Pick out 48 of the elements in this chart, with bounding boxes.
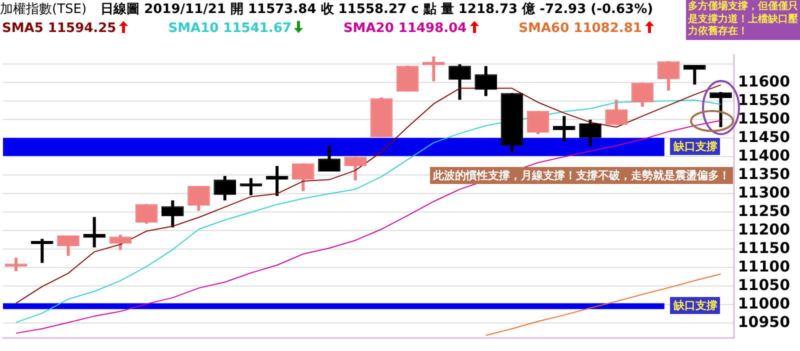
y-tick-label: 11300 [738,184,790,202]
candlestick [83,217,106,248]
y-tick-label: 11150 [738,239,790,258]
y-tick-label: 11100 [738,258,790,276]
candlestick [579,120,602,146]
y-tick-label: 11500 [738,110,790,128]
candlestick [631,82,654,107]
candlestick [448,64,471,100]
annotation: 此波的慣性支撐，月線支撐！支撐不破，走勢就是震盪偏多！ [430,167,733,184]
candlestick [318,146,340,172]
candlestick [474,66,498,96]
candlestick [214,176,236,200]
y-tick-label: 11450 [738,128,790,146]
candlestick [657,61,680,91]
candlestick [161,200,184,228]
y-tick-label: 11600 [738,72,790,91]
candlestick [605,100,628,125]
y-tick-label: 11050 [738,276,790,294]
y-tick-label: 11000 [738,294,790,313]
candlestick [109,234,132,250]
candlestick [57,236,80,256]
candlestick [4,258,28,272]
candlestick [526,110,550,134]
chart-subtitle: 日線圖 2019/11/21 開 11573.84 收 11558.27 c 點 量 1218.73 億 -72.93 (-0.63%) [100,2,654,17]
text: SMA5 11594.25 [2,21,118,36]
text: SMA60 11082.81 [518,21,643,36]
text: 多方僅場支撐，但僅僅只是支撐力道！上檔缺口壓力依舊存在！ [686,0,800,40]
band-label: 缺口支撐 [670,297,720,314]
candlestick [422,56,445,82]
y-tick-label: 10950 [738,313,790,332]
candlestick [188,186,210,211]
chart-title: 加權指數(TSE) [0,2,87,17]
candlestick [135,204,158,224]
candlestick [344,156,367,180]
candlestick [684,64,706,85]
y-tick-label: 11550 [738,91,790,110]
y-tick-label: 11400 [738,146,790,165]
band-label: 缺口支撐 [670,138,720,155]
candlestick [553,116,576,142]
candlestick [710,92,732,128]
candlestick [292,163,314,192]
y-tick-label: 11250 [738,202,790,220]
text: SMA20 11498.04 [343,21,468,36]
y-tick-label: 11200 [738,220,790,239]
candlestick [266,166,288,196]
text: SMA10 11541.67 [168,21,292,36]
y-tick-label: 11350 [738,165,790,184]
candlestick [30,238,54,263]
